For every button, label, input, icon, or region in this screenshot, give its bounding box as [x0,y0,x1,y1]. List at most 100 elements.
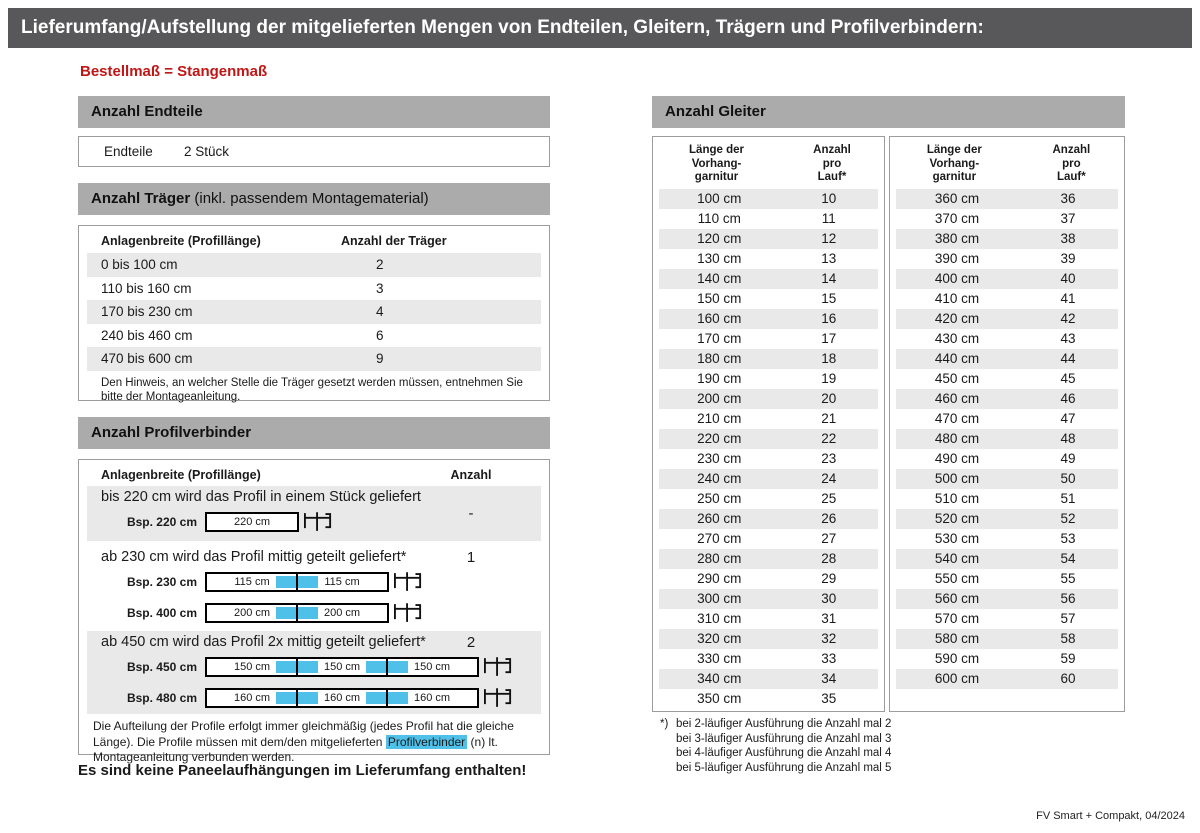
case-count: - [468,505,474,522]
gleiter-length: 480 cm [934,431,980,446]
order-size-note: Bestellmaß = Stangenmaß [80,63,268,80]
gleiter-count: 25 [821,491,837,506]
gleiter-length: 160 cm [697,311,742,326]
table-row: 480 cm 48 [896,429,1118,449]
gleiter-count: 59 [1060,651,1076,666]
profile-end-bracket-icon [484,656,512,676]
table-row: 450 cm 45 [896,369,1118,389]
gleiter-count: 57 [1060,611,1076,626]
gleiter-count: 53 [1060,531,1076,546]
table-row: 230 cm 23 [659,449,878,469]
section-heading-profilverbinder-label: Anzahl Profilverbinder [91,424,252,441]
gleiter-length: 540 cm [934,551,980,566]
example-label: Bsp. 400 cm [126,606,197,620]
gleiter-col-count: Anzahl pro Lauf* [780,144,884,189]
gleiter-length: 550 cm [934,571,980,586]
gleiter-count: 35 [821,691,837,706]
gleiter-length: 220 cm [697,431,742,446]
gleiter-count: 16 [821,311,837,326]
gleiter-count: 47 [1060,411,1076,426]
gleiter-count: 41 [1060,291,1076,306]
table-row: 180 cm 18 [659,349,878,369]
table-row: 570 cm 57 [896,609,1118,629]
no-panel-hangers-note: Es sind keine Paneelaufhängungen im Lief… [78,762,527,779]
profile-end-bracket-icon [484,687,512,707]
gleiter-count: 17 [821,331,837,346]
gleiter-length: 250 cm [697,491,742,506]
table-row: 500 cm 50 [896,469,1118,489]
gleiter-length: 110 cm [697,211,741,226]
profile-segment: 150 cm [323,661,361,673]
profilverbinder-col-count: Anzahl [450,468,492,482]
traeger-count: 3 [376,280,384,296]
table-row: 220 cm 22 [659,429,878,449]
table-row: 430 cm 43 [896,329,1118,349]
gleiter-length: 600 cm [934,671,980,686]
profile-divider [295,659,298,675]
table-row: 380 cm 38 [896,229,1118,249]
endteile-box: Endteile 2 Stück [78,136,550,167]
gleiter-col-count: Anzahl pro Lauf* [1019,144,1124,189]
gleiter-length: 570 cm [934,611,980,626]
gleiter-count: 44 [1060,351,1076,366]
profile-segment: 200 cm [233,607,271,619]
table-row: 290 cm 29 [659,569,878,589]
gleiter-count: 49 [1060,451,1076,466]
table-row: 590 cm 59 [896,649,1118,669]
gleiter-count: 43 [1060,331,1076,346]
gleiter-length: 450 cm [934,371,980,386]
gleiter-count: 42 [1060,311,1076,326]
gleiter-length: 240 cm [697,471,742,486]
table-row: 560 cm 56 [896,589,1118,609]
gleiter-header-line: Länge der [689,144,744,156]
traeger-count: 6 [376,327,384,343]
example-label: Bsp. 480 cm [126,691,197,705]
profile-bar: 160 cm 160 cm 160 cm [205,688,479,708]
gleiter-count: 45 [1060,371,1076,386]
table-row: 460 cm 46 [896,389,1118,409]
traeger-range: 110 bis 160 cm [101,280,192,296]
gleiter-length: 310 cm [697,611,742,626]
gleiter-count: 28 [821,551,837,566]
gleiter-count: 22 [821,431,837,446]
gleiter-count: 10 [821,191,837,206]
gleiter-count: 37 [1060,211,1076,226]
gleiter-count: 50 [1060,471,1076,486]
gleiter-count: 60 [1060,671,1076,686]
gleiter-length: 460 cm [934,391,980,406]
table-row: 240 cm 24 [659,469,878,489]
gleiter-table-right-header: Länge der Vorhang-garnitur Anzahl pro Lauf* [890,137,1124,189]
gleiter-count: 20 [821,391,837,406]
profile-segment: 200 cm [323,607,361,619]
gleiter-table-left-header: Länge der Vorhang-garnitur Anzahl pro Lauf* [653,137,884,189]
gleiter-left-rows: 100 cm 10 110 cm 11 120 cm 12 130 cm 13 140 cm 14… [653,189,884,709]
table-row: 310 cm 31 [659,609,878,629]
gleiter-length: 210 cm [697,411,742,426]
gleiter-length: 400 cm [934,271,980,286]
gleiter-length: 430 cm [934,331,980,346]
table-row: 120 cm 12 [659,229,878,249]
profile-divider [295,690,298,706]
gleiter-count: 30 [821,591,837,606]
case-count: 2 [466,634,476,651]
table-row: 550 cm 55 [896,569,1118,589]
gleiter-length: 440 cm [934,351,980,366]
table-row: 390 cm 39 [896,249,1118,269]
traeger-table-rows: 0 bis 100 cm 2 110 bis 160 cm 3 170 bis 230 … [79,253,549,371]
traeger-range: 0 bis 100 cm [101,257,178,272]
profile-end-bracket-icon [304,511,332,531]
table-row: 280 cm 28 [659,549,878,569]
gleiter-table-left: Länge der Vorhang-garnitur Anzahl pro Lauf*… [652,136,885,712]
profilverbinder-col-width: Anlagenbreite (Profillänge) [101,468,261,482]
table-row: 170 cm 17 [659,329,878,349]
gleiter-header-line: garnitur [694,171,739,183]
gleiter-length: 140 cm [697,271,742,286]
table-row: 200 cm 20 [659,389,878,409]
gleiter-count: 39 [1060,251,1076,266]
gleiter-length: 120 cm [697,231,742,246]
section-heading-endteile: Anzahl Endteile [78,96,550,128]
table-row: 250 cm 25 [659,489,878,509]
profile-divider [296,605,298,621]
gleiter-length: 270 cm [697,531,742,546]
